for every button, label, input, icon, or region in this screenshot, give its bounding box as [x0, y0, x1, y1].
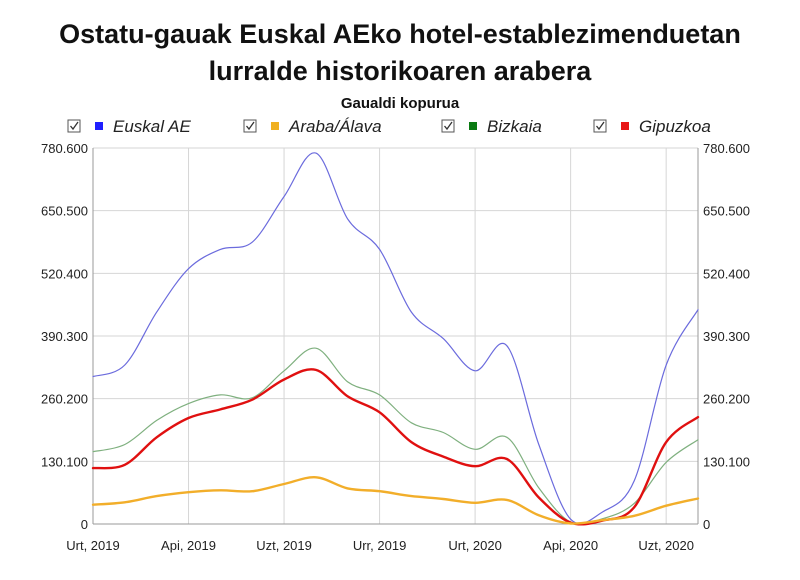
legend: Euskal AE Araba/Álava Bizkaia Gipuzkoa: [67, 117, 711, 136]
x-tick-label: Uzt, 2020: [638, 538, 694, 553]
x-tick-label: Api, 2020: [543, 538, 598, 553]
chart-title-line-2: lurralde historikoaren arabera: [209, 56, 593, 86]
legend-swatch: [271, 122, 279, 130]
y-tick-label-left: 520.400: [41, 266, 88, 281]
legend-swatch: [469, 122, 477, 130]
legend-item-euskal-ae[interactable]: Euskal AE: [67, 117, 191, 136]
legend-label: Bizkaia: [487, 117, 542, 136]
legend-item-araba-lava[interactable]: Araba/Álava: [243, 117, 382, 136]
y-tick-label-right: 0: [703, 517, 710, 532]
checkmark-icon: [444, 121, 453, 131]
checkbox-icon[interactable]: [593, 119, 607, 133]
checkmark-icon: [70, 121, 79, 131]
series-line-gipuzkoa: [91, 368, 700, 526]
y-tick-label-left: 780.600: [41, 141, 88, 156]
chart-subtitle: Gaualdi kopurua: [341, 95, 460, 112]
y-tick-label-right: 130.100: [703, 454, 750, 469]
y-tick-label-right: 520.400: [703, 266, 750, 281]
x-tick-label: Uzt, 2019: [256, 538, 312, 553]
checkbox-icon[interactable]: [243, 119, 257, 133]
y-tick-label-left: 260.200: [41, 392, 88, 407]
legend-item-bizkaia[interactable]: Bizkaia: [441, 117, 542, 136]
series-lines: [91, 152, 700, 526]
x-tick-label: Urt, 2019: [66, 538, 119, 553]
legend-label: Araba/Álava: [288, 117, 382, 136]
y-tick-label-right: 260.200: [703, 392, 750, 407]
axes: 0 0 130.100 130.100 260.200 260.200 390.300 390…: [41, 141, 750, 553]
chart-title-line-1: Ostatu-gauak Euskal AEko hotel-establezi…: [59, 19, 741, 49]
y-tick-label-left: 650.500: [41, 204, 88, 219]
legend-label: Gipuzkoa: [639, 117, 711, 136]
checkmark-icon: [246, 121, 255, 131]
y-tick-label-right: 650.500: [703, 204, 750, 219]
checkmark-icon: [596, 121, 605, 131]
checkbox-icon[interactable]: [441, 119, 455, 133]
series-line-euskal-ae: [92, 152, 699, 525]
y-tick-label-left: 0: [81, 517, 88, 532]
series-line-bizkaia: [92, 347, 699, 525]
grid: [93, 147, 698, 524]
legend-item-gipuzkoa[interactable]: Gipuzkoa: [593, 117, 711, 136]
y-tick-label-right: 390.300: [703, 329, 750, 344]
y-tick-label-right: 780.600: [703, 141, 750, 156]
x-tick-label: Urr, 2019: [353, 538, 406, 553]
legend-swatch: [621, 122, 629, 130]
x-tick-label: Urt, 2020: [448, 538, 501, 553]
y-tick-label-left: 390.300: [41, 329, 88, 344]
checkbox-icon[interactable]: [67, 119, 81, 133]
series-line-araba-lava: [91, 476, 700, 525]
x-tick-label: Api, 2019: [161, 538, 216, 553]
legend-swatch: [95, 122, 103, 130]
legend-label: Euskal AE: [113, 117, 191, 136]
y-tick-label-left: 130.100: [41, 454, 88, 469]
